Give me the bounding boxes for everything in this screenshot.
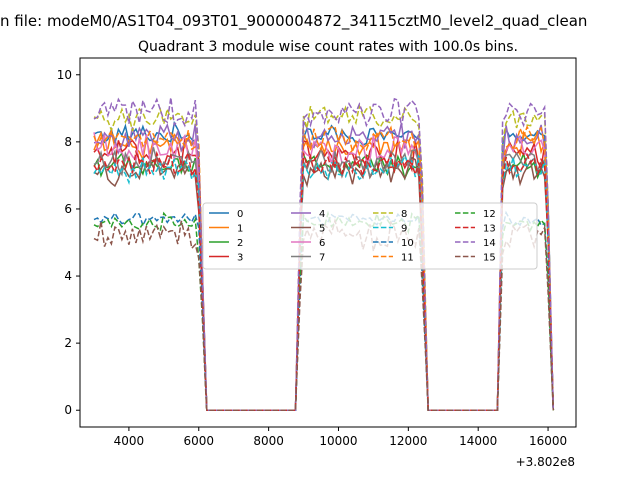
y-tick-label: 4 [64, 269, 72, 283]
x-tick-label: 10000 [319, 434, 357, 448]
y-tick-label: 0 [64, 403, 72, 417]
legend-label-8: 8 [401, 209, 407, 220]
legend-label-2: 2 [237, 238, 243, 249]
x-tick-label: 14000 [459, 434, 497, 448]
y-tick-label: 6 [64, 202, 72, 216]
legend-label-15: 15 [483, 253, 496, 264]
chart-title: Quadrant 3 module wise count rates with … [138, 39, 518, 55]
legend-label-6: 6 [319, 238, 325, 249]
y-axis: 0 2 4 6 8 10 [57, 68, 80, 417]
legend-label-1: 1 [237, 224, 243, 235]
x-tick-label: 8000 [253, 434, 284, 448]
legend-label-13: 13 [483, 224, 496, 235]
series-line-12 [93, 210, 555, 411]
legend-label-12: 12 [483, 209, 496, 220]
legend-label-5: 5 [319, 224, 325, 235]
legend-label-3: 3 [237, 253, 243, 264]
series-line-14 [93, 97, 555, 411]
legend-label-9: 9 [401, 224, 407, 235]
legend-label-14: 14 [483, 238, 496, 249]
y-tick-label: 2 [64, 336, 72, 350]
y-tick-label: 8 [64, 135, 72, 149]
x-offset-label: +3.802e8 [516, 455, 575, 469]
legend-label-10: 10 [401, 238, 414, 249]
legend-label-4: 4 [319, 209, 325, 220]
x-tick-label: 16000 [529, 434, 567, 448]
legend-frame [202, 202, 538, 270]
x-tick-label: 6000 [183, 434, 214, 448]
axes-frame [79, 57, 577, 428]
legend-label-7: 7 [319, 253, 325, 264]
legend-label-11: 11 [401, 253, 414, 264]
x-axis: 4000 6000 8000 10000 12000 14000 16000 [114, 427, 567, 448]
figure-suptitle: n file: modeM0/AS1T04_093T01_9000004872_… [0, 12, 587, 31]
y-tick-label: 10 [57, 68, 72, 82]
x-tick-label: 12000 [389, 434, 427, 448]
legend-label-0: 0 [237, 209, 243, 220]
x-tick-label: 4000 [114, 434, 145, 448]
